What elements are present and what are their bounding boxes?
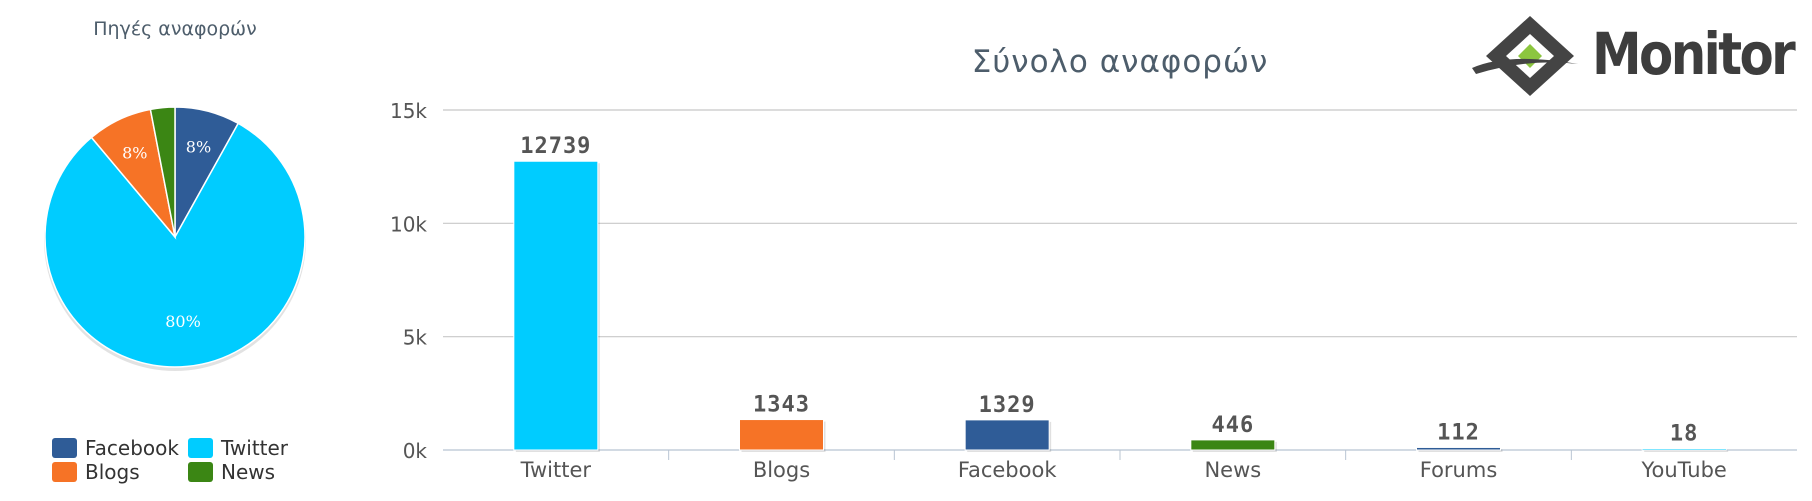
bar-value-label: 112 bbox=[1437, 420, 1480, 445]
bar-chart-title: Σύνολο αναφορών bbox=[971, 44, 1269, 80]
monitor-logo-text: Monitor bbox=[1592, 20, 1796, 88]
bar-value-label: 446 bbox=[1211, 413, 1254, 438]
legend-item-news[interactable]: News bbox=[188, 460, 275, 484]
x-tick-label: Forums bbox=[1420, 458, 1498, 482]
legend-item-twitter[interactable]: Twitter bbox=[188, 436, 288, 460]
bar-value-label: 12739 bbox=[520, 134, 591, 159]
bar-news[interactable] bbox=[1190, 439, 1276, 451]
legend-swatch bbox=[52, 438, 77, 458]
legend-swatch bbox=[188, 438, 213, 458]
x-tick-label: YouTube bbox=[1640, 458, 1726, 482]
legend-swatch bbox=[52, 462, 77, 482]
bar-value-label: 1329 bbox=[979, 393, 1036, 418]
legend-label: Twitter bbox=[221, 436, 289, 460]
pie-chart-title: Πηγές αναφορών bbox=[93, 18, 257, 40]
x-tick-label: Twitter bbox=[520, 458, 592, 482]
bar-value-label: 18 bbox=[1670, 422, 1699, 447]
y-tick-label: 5k bbox=[403, 326, 428, 350]
legend-swatch bbox=[188, 462, 213, 482]
pie-slice-twitter[interactable] bbox=[44, 122, 306, 368]
monitor-logo: Monitor bbox=[1468, 12, 1812, 98]
x-tick-label: News bbox=[1204, 458, 1261, 482]
legend-label: News bbox=[221, 460, 276, 484]
pie-slice-news[interactable] bbox=[149, 106, 176, 238]
legend-item-facebook[interactable]: Facebook bbox=[52, 436, 179, 460]
legend-label: Blogs bbox=[85, 460, 140, 484]
pie-chart: 8% 80% 8% bbox=[44, 106, 306, 371]
pie-label-twitter: 80% bbox=[165, 312, 201, 331]
monitor-logo-icon bbox=[1472, 16, 1578, 96]
bar-blogs[interactable] bbox=[739, 419, 824, 451]
bar-value-label: 1343 bbox=[753, 393, 810, 418]
pie-chart-panel: Πηγές αναφορών 8% 80% 8% Facebook Twitter Bl… bbox=[0, 0, 360, 501]
bar-shadow bbox=[1644, 450, 1729, 452]
y-tick-label: 0k bbox=[403, 439, 428, 463]
pie-label-facebook: 8% bbox=[186, 137, 211, 156]
bar-forums[interactable] bbox=[1416, 446, 1501, 451]
y-tick-label: 15k bbox=[390, 99, 427, 123]
bar-youtube[interactable] bbox=[1641, 448, 1727, 451]
legend-item-blogs[interactable]: Blogs bbox=[52, 460, 140, 484]
bar-shadow bbox=[1418, 449, 1503, 452]
pie-label-blogs: 8% bbox=[122, 143, 147, 162]
bar-facebook[interactable] bbox=[964, 419, 1050, 451]
legend-label: Facebook bbox=[85, 436, 179, 460]
x-tick-label: Blogs bbox=[753, 458, 810, 482]
y-tick-label: 10k bbox=[390, 212, 427, 236]
bar-twitter[interactable] bbox=[513, 160, 599, 451]
x-tick-label: Facebook bbox=[958, 458, 1058, 482]
